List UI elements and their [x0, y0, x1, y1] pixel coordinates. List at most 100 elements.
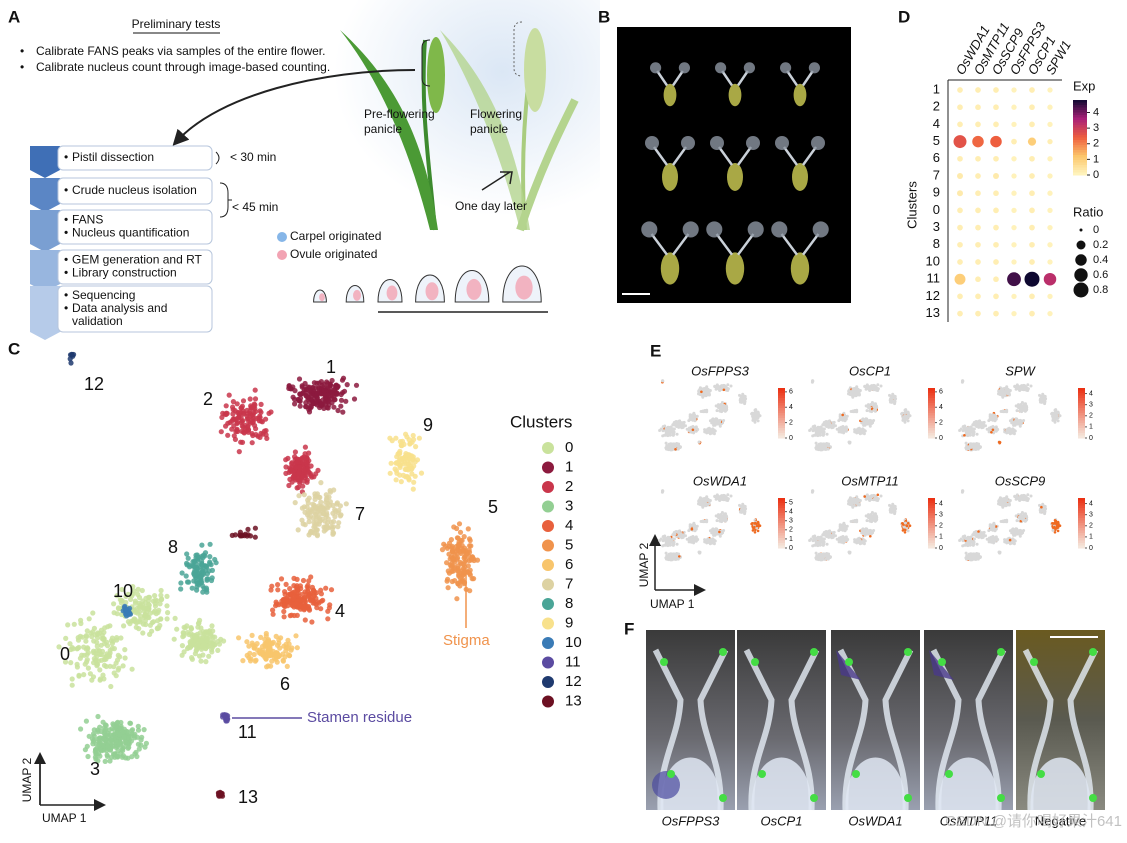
feature-cell	[676, 447, 680, 451]
cell	[393, 477, 399, 483]
feature-cell	[811, 429, 815, 433]
cell	[251, 651, 257, 658]
feature-cell	[662, 433, 666, 437]
dot	[957, 310, 963, 317]
cell	[83, 634, 90, 640]
cell	[199, 579, 205, 585]
cell	[200, 652, 206, 658]
feature-cell	[718, 424, 722, 428]
dot	[1029, 173, 1035, 179]
colorbar-step	[1073, 130, 1087, 133]
cell	[325, 616, 331, 622]
cell	[314, 390, 320, 396]
cell	[126, 744, 132, 750]
cell	[203, 659, 209, 665]
feature-cell	[990, 431, 993, 434]
cell	[466, 554, 473, 560]
cell	[218, 429, 224, 435]
cell	[109, 635, 115, 641]
dot	[993, 104, 999, 111]
cell	[100, 742, 106, 749]
cell	[240, 658, 246, 664]
dot	[990, 135, 1002, 148]
feature-cell	[825, 432, 829, 436]
dot	[957, 155, 963, 162]
cell	[252, 396, 259, 402]
cell	[71, 621, 77, 627]
feature-cell	[876, 383, 880, 387]
cell	[142, 612, 148, 618]
bullet-dot: •	[64, 183, 68, 197]
dot	[957, 207, 963, 214]
cell	[207, 554, 213, 560]
cell	[338, 403, 344, 409]
dot	[953, 135, 967, 149]
cell	[398, 442, 404, 448]
cell	[295, 587, 301, 593]
cell	[456, 521, 463, 527]
cell	[94, 653, 100, 659]
cell	[286, 591, 292, 598]
cell	[147, 631, 153, 638]
cell	[328, 587, 335, 593]
cell	[85, 665, 91, 671]
feature-cell	[704, 389, 708, 393]
cell	[300, 577, 307, 584]
feature-cell	[672, 427, 676, 431]
cell	[206, 568, 212, 574]
cell	[263, 656, 269, 662]
cell	[221, 712, 227, 718]
cell	[82, 661, 88, 667]
cell	[77, 655, 83, 661]
cell	[400, 472, 406, 478]
cell	[313, 515, 319, 522]
cell	[293, 464, 299, 470]
feature-cell	[677, 442, 681, 446]
cell	[186, 631, 192, 638]
row-label: 2	[933, 99, 940, 114]
feature-cell	[908, 414, 912, 418]
cell	[152, 608, 158, 614]
panel-label: B	[598, 7, 610, 26]
cell	[393, 435, 399, 441]
stigma	[706, 221, 723, 238]
cell	[277, 653, 283, 659]
cell	[78, 726, 84, 732]
size-label: 0.6	[1093, 269, 1108, 281]
feature-cell	[906, 411, 910, 415]
cell	[199, 558, 205, 565]
ovule	[466, 278, 482, 300]
feature-cell	[855, 428, 859, 432]
legend-title: Exp	[1073, 78, 1095, 93]
dot	[1011, 259, 1017, 265]
cell	[113, 673, 119, 679]
axis-label: UMAP 2	[20, 757, 34, 802]
row-label: 1	[933, 81, 940, 96]
size-key	[1073, 282, 1089, 298]
cell	[301, 492, 307, 498]
colorbar-step	[1073, 155, 1087, 158]
step-text: GEM generation and RT	[72, 253, 203, 267]
feature-cell	[672, 432, 676, 436]
colorbar-step	[778, 435, 785, 439]
feature-cell	[1020, 385, 1024, 389]
cell	[127, 720, 133, 726]
feature-cell	[972, 432, 976, 436]
feature-cell	[690, 417, 694, 421]
dot	[1011, 293, 1017, 300]
feature-cell	[993, 419, 997, 422]
ovary	[728, 83, 742, 107]
ovule	[515, 275, 533, 300]
cell	[95, 729, 101, 735]
colorbar-step	[1073, 147, 1087, 151]
cell	[313, 511, 319, 517]
cell	[284, 663, 290, 670]
cell	[78, 617, 84, 624]
colorbar-step	[1073, 117, 1087, 121]
cell	[452, 559, 458, 565]
feature-cell	[815, 427, 819, 431]
cell	[203, 629, 209, 635]
feature-cell	[713, 385, 717, 388]
cell	[265, 648, 271, 654]
feature-cell	[717, 405, 721, 409]
